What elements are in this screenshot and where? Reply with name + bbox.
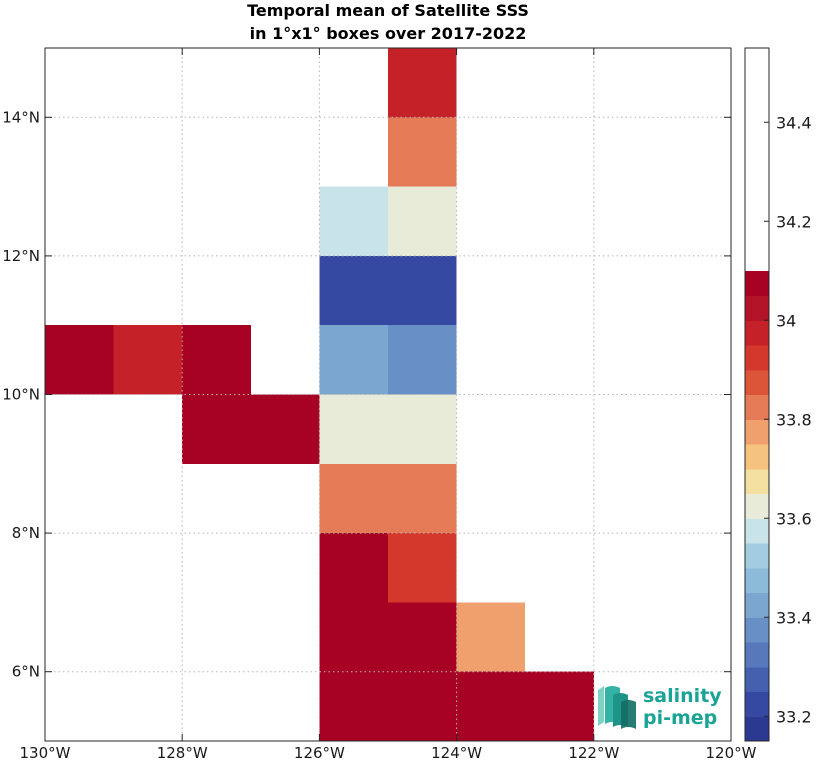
salinity-cell xyxy=(388,394,457,464)
y-tick-label: 12°N xyxy=(2,247,40,265)
salinity-cell xyxy=(319,186,388,256)
colorbar-tick-label: 34 xyxy=(776,311,796,330)
y-axis: 6°N 8°N 10°N 12°N 14°N xyxy=(2,108,731,681)
map-plot-area: 130°W 128°W 126°W 124°W 122°W 120°W 6°N 8°N 10°… xyxy=(2,47,757,762)
colorbar-tick-label: 33.6 xyxy=(776,509,812,528)
salinity-cell xyxy=(319,325,388,395)
y-tick-label: 6°N xyxy=(12,663,40,681)
salinity-cell xyxy=(456,602,526,672)
colorbar-frame xyxy=(744,47,770,742)
salinity-cell xyxy=(388,533,457,603)
salinity-cell xyxy=(113,325,183,395)
salinity-cell xyxy=(182,394,251,464)
colorbar-swatch xyxy=(745,617,769,643)
salinity-cell xyxy=(388,325,457,395)
colorbar-swatch xyxy=(745,666,769,693)
salinity-cell xyxy=(388,255,457,326)
grid-lines xyxy=(45,48,731,741)
salinity-cell xyxy=(388,671,457,741)
colorbar-swatch xyxy=(745,518,769,544)
salinity-cell xyxy=(319,533,388,603)
salinity-cell xyxy=(388,602,457,672)
colorbar-swatches xyxy=(745,270,769,742)
colorbar-swatch xyxy=(745,345,769,371)
x-tick-label: 124°W xyxy=(431,744,482,762)
colorbar-swatch xyxy=(745,419,769,445)
y-tick-label: 8°N xyxy=(12,524,40,542)
colorbar-swatch xyxy=(745,369,769,396)
salinity-cell xyxy=(388,463,457,534)
salinity-cell xyxy=(319,394,388,464)
salinity-cell xyxy=(319,671,388,741)
logo-mark-icon xyxy=(598,686,636,729)
salinity-cell xyxy=(388,117,457,187)
colorbar-swatch xyxy=(745,567,769,594)
colorbar-swatch xyxy=(745,270,769,297)
colorbar-swatch xyxy=(745,493,769,519)
x-tick-label: 126°W xyxy=(294,744,345,762)
colorbar-swatch xyxy=(745,543,769,569)
salinity-cells xyxy=(45,48,594,741)
colorbar-swatch xyxy=(745,592,769,618)
colorbar: 33.2 33.4 33.6 33.8 34 34.2 34.4 xyxy=(744,47,812,742)
logo-text-line-2: pi-mep xyxy=(643,707,717,729)
chart-title-line-1: Temporal mean of Satellite SSS xyxy=(247,1,529,20)
salinity-cell xyxy=(388,48,457,118)
x-tick-label: 130°W xyxy=(20,744,71,762)
salinity-cell xyxy=(319,463,388,534)
logo-text-line-1: salinity xyxy=(643,685,722,707)
y-tick-label: 14°N xyxy=(2,108,40,126)
colorbar-tick-label: 33.2 xyxy=(776,707,812,726)
colorbar-tick-label: 33.4 xyxy=(776,608,812,627)
salinity-pi-mep-logo: salinity pi-mep xyxy=(598,685,722,729)
salinity-cell xyxy=(319,255,388,326)
salinity-cell xyxy=(45,325,114,395)
colorbar-swatch xyxy=(745,320,769,346)
y-tick-label: 10°N xyxy=(2,386,40,404)
colorbar-swatch xyxy=(745,444,769,470)
colorbar-swatch xyxy=(745,642,769,668)
colorbar-swatch xyxy=(745,295,769,321)
colorbar-ticks: 33.2 33.4 33.6 33.8 34 34.2 34.4 xyxy=(764,113,812,726)
x-tick-label: 120°W xyxy=(706,744,757,762)
chart-title-line-2: in 1°x1° boxes over 2017-2022 xyxy=(250,24,527,43)
salinity-cell xyxy=(525,671,594,741)
colorbar-swatch xyxy=(745,716,769,742)
salinity-cell xyxy=(182,325,251,395)
salinity-cell xyxy=(250,394,320,464)
x-tick-label: 122°W xyxy=(568,744,619,762)
colorbar-tick-label: 33.8 xyxy=(776,410,812,429)
salinity-cell xyxy=(319,602,388,672)
colorbar-swatch xyxy=(745,468,769,495)
colorbar-swatch xyxy=(745,394,769,420)
colorbar-tick-label: 34.2 xyxy=(776,212,812,231)
salinity-cell xyxy=(388,186,457,256)
salinity-cell xyxy=(456,671,526,741)
x-axis: 130°W 128°W 126°W 124°W 122°W 120°W xyxy=(20,48,757,762)
colorbar-swatch xyxy=(745,691,769,717)
colorbar-tick-label: 34.4 xyxy=(776,113,812,132)
x-tick-label: 128°W xyxy=(157,744,208,762)
